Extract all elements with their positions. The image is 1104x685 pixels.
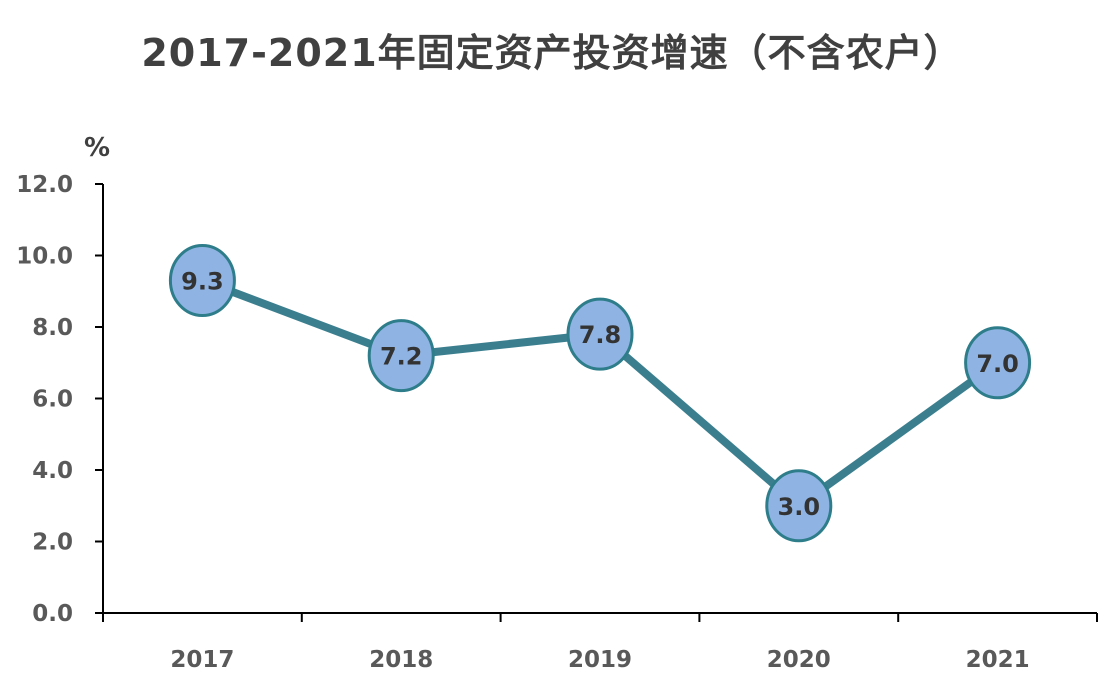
data-point-label: 7.2 <box>380 343 423 371</box>
y-tick-label: 2.0 <box>32 530 73 556</box>
data-point-marker <box>168 244 236 318</box>
y-tick-label: 6.0 <box>32 387 73 413</box>
y-tick-label: 12.0 <box>16 172 73 198</box>
y-axis-unit-label: % <box>84 133 110 163</box>
y-tick-label: 8.0 <box>32 315 73 341</box>
x-tick-label: 2017 <box>170 647 234 673</box>
chart-title: 2017-2021年固定资产投资增速（不含农户） <box>141 31 963 75</box>
data-point-marker <box>765 469 833 543</box>
x-tick-label: 2020 <box>767 647 831 673</box>
x-axis-ticks: 2017 2018 2019 2020 2021 <box>102 613 1098 673</box>
y-tick-label: 4.0 <box>32 458 73 484</box>
y-axis-ticks: 0.0 2.0 4.0 6.0 8.0 10.0 12.0 <box>16 172 103 627</box>
data-point-label: 3.0 <box>778 493 821 521</box>
data-point-marker <box>566 297 634 371</box>
data-point-label: 9.3 <box>181 268 224 296</box>
y-tick-label: 0.0 <box>32 601 73 627</box>
x-tick-label: 2019 <box>568 647 632 673</box>
data-point-marker <box>367 319 435 393</box>
data-point-label: 7.8 <box>579 321 622 349</box>
x-tick-label: 2021 <box>966 647 1030 673</box>
markers-group: 9.3 7.2 7.8 3.0 7.0 <box>168 244 1032 543</box>
data-point-marker <box>964 326 1032 400</box>
x-tick-label: 2018 <box>369 647 433 673</box>
y-tick-label: 10.0 <box>16 244 73 270</box>
data-point-label: 7.0 <box>976 350 1019 378</box>
chart-axes: % <box>84 133 1097 614</box>
